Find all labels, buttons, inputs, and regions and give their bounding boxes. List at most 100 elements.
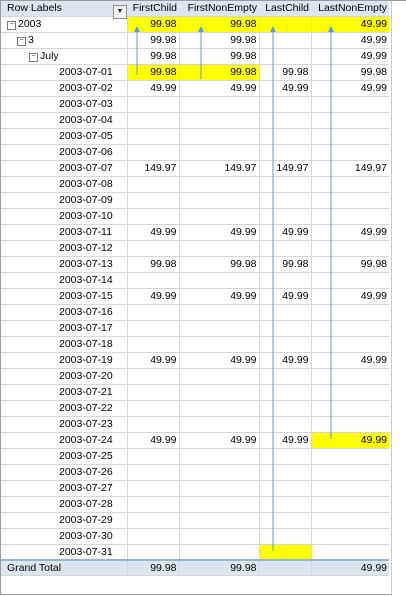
- date-label[interactable]: 2003-07-27: [1, 480, 128, 497]
- table-row[interactable]: 2003-07-12: [1, 240, 389, 257]
- table-row[interactable]: 2003-07-08: [1, 176, 389, 193]
- table-row[interactable]: 2003-07-26: [1, 464, 389, 481]
- last-non-empty-cell: [311, 400, 389, 417]
- date-label[interactable]: 2003-07-10: [1, 208, 128, 225]
- date-label[interactable]: 2003-07-08: [1, 176, 128, 193]
- table-row[interactable]: 2003-07-10: [1, 208, 389, 225]
- first-child-cell: [127, 528, 180, 545]
- first-non-empty-cell: [179, 416, 260, 433]
- table-row[interactable]: 2003-07-22: [1, 400, 389, 417]
- date-label[interactable]: 2003-07-18: [1, 336, 128, 353]
- first-child-cell: [127, 400, 180, 417]
- last-non-empty-cell: [311, 496, 389, 513]
- table-row[interactable]: 2003-07-17: [1, 320, 389, 337]
- table-row[interactable]: 2003-07-27: [1, 480, 389, 497]
- first-child-header[interactable]: FirstChild: [127, 1, 179, 17]
- table-row[interactable]: 2003-07-02 49.99 49.99 49.99 49.99: [1, 80, 389, 97]
- date-label[interactable]: 2003-07-23: [1, 416, 128, 433]
- table-row[interactable]: 2003-07-23: [1, 416, 389, 433]
- table-row[interactable]: 2003-07-31: [1, 544, 389, 561]
- last-child-cell: [259, 384, 312, 401]
- date-label[interactable]: 2003-07-01: [1, 64, 128, 81]
- table-row[interactable]: 2003-07-11 49.99 49.99 49.99 49.99: [1, 224, 389, 241]
- first-child-cell: [127, 544, 180, 561]
- table-row[interactable]: 2003-07-19 49.99 49.99 49.99 49.99: [1, 352, 389, 369]
- table-row[interactable]: 2003-07-30: [1, 528, 389, 545]
- date-label[interactable]: 2003-07-13: [1, 256, 128, 273]
- date-label[interactable]: 2003-07-16: [1, 304, 128, 321]
- last-child-cell: [259, 400, 312, 417]
- last-non-empty-cell: [311, 368, 389, 385]
- date-label[interactable]: 2003-07-21: [1, 384, 128, 401]
- last-child-cell: 99.98: [259, 256, 312, 273]
- table-row[interactable]: 2003-07-14: [1, 272, 389, 289]
- date-label[interactable]: 2003-07-24: [1, 432, 128, 449]
- table-row[interactable]: 2003-07-18: [1, 336, 389, 353]
- last-non-empty-cell: 49.99: [311, 288, 389, 305]
- table-row[interactable]: 2003-07-15 49.99 49.99 49.99 49.99: [1, 288, 389, 305]
- table-row[interactable]: 2003-07-07 149.97 149.97 149.97 149.97: [1, 160, 389, 177]
- quarter-first-child: 99.98: [127, 32, 180, 49]
- last-child-cell: [259, 320, 312, 337]
- table-row[interactable]: 2003-07-24 49.99 49.99 49.99 49.99: [1, 432, 389, 449]
- first-non-empty-cell: [179, 320, 260, 337]
- year-label[interactable]: −2003: [1, 16, 128, 33]
- last-non-empty-header[interactable]: LastNonEmpty: [311, 1, 389, 17]
- date-label[interactable]: 2003-07-15: [1, 288, 128, 305]
- date-label[interactable]: 2003-07-29: [1, 512, 128, 529]
- date-label[interactable]: 2003-07-04: [1, 112, 128, 129]
- date-label[interactable]: 2003-07-02: [1, 80, 128, 97]
- date-label[interactable]: 2003-07-06: [1, 144, 128, 161]
- date-label[interactable]: 2003-07-19: [1, 352, 128, 369]
- collapse-icon[interactable]: −: [29, 53, 38, 62]
- quarter-row[interactable]: −3 99.98 99.98 49.99: [1, 32, 389, 49]
- filter-icon[interactable]: ▼: [113, 5, 127, 19]
- table-row[interactable]: 2003-07-28: [1, 496, 389, 513]
- table-row[interactable]: 2003-07-29: [1, 512, 389, 529]
- grand-total-last-non-empty: 49.99: [311, 559, 389, 576]
- first-non-empty-cell: [179, 400, 260, 417]
- first-child-cell: [127, 96, 180, 113]
- date-label[interactable]: 2003-07-22: [1, 400, 128, 417]
- table-row[interactable]: 2003-07-05: [1, 128, 389, 145]
- first-non-empty-header[interactable]: FirstNonEmpty: [179, 1, 259, 17]
- date-label[interactable]: 2003-07-28: [1, 496, 128, 513]
- date-label[interactable]: 2003-07-31: [1, 544, 128, 561]
- last-child-header[interactable]: LastChild: [259, 1, 311, 17]
- date-label[interactable]: 2003-07-11: [1, 224, 128, 241]
- date-label[interactable]: 2003-07-14: [1, 272, 128, 289]
- year-first-non-empty: 99.98: [179, 16, 260, 33]
- table-row[interactable]: 2003-07-06: [1, 144, 389, 161]
- date-label[interactable]: 2003-07-05: [1, 128, 128, 145]
- first-non-empty-cell: 49.99: [179, 224, 260, 241]
- collapse-icon[interactable]: −: [17, 37, 26, 46]
- table-row[interactable]: 2003-07-21: [1, 384, 389, 401]
- date-label[interactable]: 2003-07-30: [1, 528, 128, 545]
- date-label[interactable]: 2003-07-07: [1, 160, 128, 177]
- collapse-icon[interactable]: −: [7, 21, 16, 30]
- first-non-empty-cell: [179, 384, 260, 401]
- table-row[interactable]: 2003-07-01 99.98 99.98 99.98 99.98: [1, 64, 389, 81]
- date-label[interactable]: 2003-07-12: [1, 240, 128, 257]
- year-row[interactable]: −2003 99.98 99.98 49.99: [1, 16, 389, 33]
- last-child-cell: [259, 176, 312, 193]
- row-labels-header[interactable]: Row Labels: [1, 1, 127, 17]
- table-row[interactable]: 2003-07-09: [1, 192, 389, 209]
- table-row[interactable]: 2003-07-16: [1, 304, 389, 321]
- date-label[interactable]: 2003-07-26: [1, 464, 128, 481]
- table-row[interactable]: 2003-07-03: [1, 96, 389, 113]
- month-row[interactable]: − July 99.98 99.98 49.99: [1, 48, 389, 65]
- table-row[interactable]: 2003-07-04: [1, 112, 389, 129]
- month-label[interactable]: − July: [1, 48, 128, 65]
- last-child-cell: 49.99: [259, 352, 312, 369]
- table-row[interactable]: 2003-07-20: [1, 368, 389, 385]
- first-child-cell: [127, 384, 180, 401]
- date-label[interactable]: 2003-07-20: [1, 368, 128, 385]
- quarter-label[interactable]: −3: [1, 32, 128, 49]
- date-label[interactable]: 2003-07-09: [1, 192, 128, 209]
- table-row[interactable]: 2003-07-13 99.98 99.98 99.98 99.98: [1, 256, 389, 273]
- date-label[interactable]: 2003-07-03: [1, 96, 128, 113]
- date-label[interactable]: 2003-07-17: [1, 320, 128, 337]
- date-label[interactable]: 2003-07-25: [1, 448, 128, 465]
- table-row[interactable]: 2003-07-25: [1, 448, 389, 465]
